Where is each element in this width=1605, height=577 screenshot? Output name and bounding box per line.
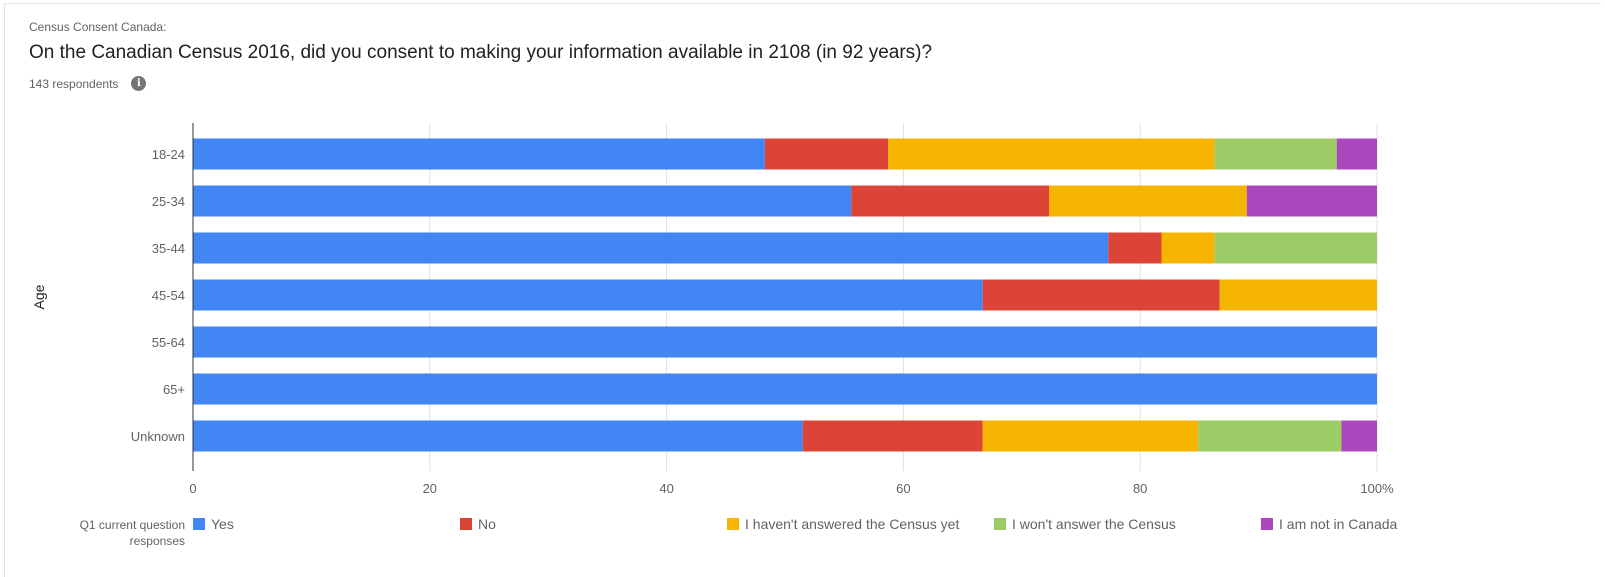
bar-segment <box>1108 232 1162 264</box>
legend-label: I am not in Canada <box>1279 516 1398 532</box>
bar-segment <box>764 138 889 170</box>
legend-item: Yes <box>193 516 234 532</box>
bar-segment <box>193 279 983 311</box>
legend-item: No <box>460 516 496 532</box>
respondent-count: 143 respondents i <box>29 76 147 91</box>
bar-segment <box>982 279 1220 311</box>
bar-segment <box>1214 138 1337 170</box>
bar-segment <box>851 185 1050 217</box>
y-tick-label: Unknown <box>131 429 185 444</box>
bar-segment <box>1341 420 1377 452</box>
legend-label: I haven't answered the Census yet <box>745 516 959 532</box>
bar-segment <box>193 420 803 452</box>
y-tick-label: 18-24 <box>152 147 185 162</box>
x-tick-label: 20 <box>423 481 437 496</box>
legend-swatch <box>1261 518 1273 530</box>
bar-segment <box>1161 232 1215 264</box>
bar-segment <box>1219 279 1377 311</box>
x-tick-label: 0 <box>189 481 196 496</box>
bar-segment <box>888 138 1215 170</box>
legend-label: I won't answer the Census <box>1012 516 1176 532</box>
x-tick-label: 60 <box>896 481 910 496</box>
bar-segment <box>1214 232 1377 264</box>
bar-segment <box>1336 138 1377 170</box>
x-tick-label: 100% <box>1360 481 1394 496</box>
legend-label: No <box>478 516 496 532</box>
y-tick-label: 25-34 <box>152 194 185 209</box>
y-tick-label: 65+ <box>163 382 185 397</box>
legend-header: Q1 current question responses <box>79 518 185 548</box>
legend-swatch <box>193 518 205 530</box>
bar-segment <box>193 232 1109 264</box>
bar-segment <box>1246 185 1377 217</box>
x-tick-label: 40 <box>659 481 673 496</box>
bar-segment <box>193 185 852 217</box>
bar-segment <box>193 138 765 170</box>
y-axis-label: Age <box>31 284 47 309</box>
bar-segment <box>802 420 983 452</box>
legend-item: I am not in Canada <box>1261 516 1398 532</box>
y-tick-label: 55-64 <box>152 335 185 350</box>
chart-overline: Census Consent Canada: <box>29 20 167 34</box>
info-icon[interactable]: i <box>131 76 147 91</box>
y-tick-label: 35-44 <box>152 241 185 256</box>
legend-swatch <box>727 518 739 530</box>
y-tick-label: 45-54 <box>152 288 185 303</box>
bar-segment <box>982 420 1199 452</box>
bar-segment <box>193 373 1377 405</box>
legend-label: Yes <box>211 516 234 532</box>
legend-item: I won't answer the Census <box>994 516 1176 532</box>
bar-segment <box>193 326 1377 358</box>
bar-segment <box>1198 420 1342 452</box>
respondent-count-label: 143 respondents <box>29 76 119 91</box>
bar-segment <box>1049 185 1247 217</box>
x-tick-label: 80 <box>1133 481 1147 496</box>
legend-item: I haven't answered the Census yet <box>727 516 959 532</box>
legend-swatch <box>994 518 1006 530</box>
legend-swatch <box>460 518 472 530</box>
chart-title: On the Canadian Census 2016, did you con… <box>29 42 933 63</box>
